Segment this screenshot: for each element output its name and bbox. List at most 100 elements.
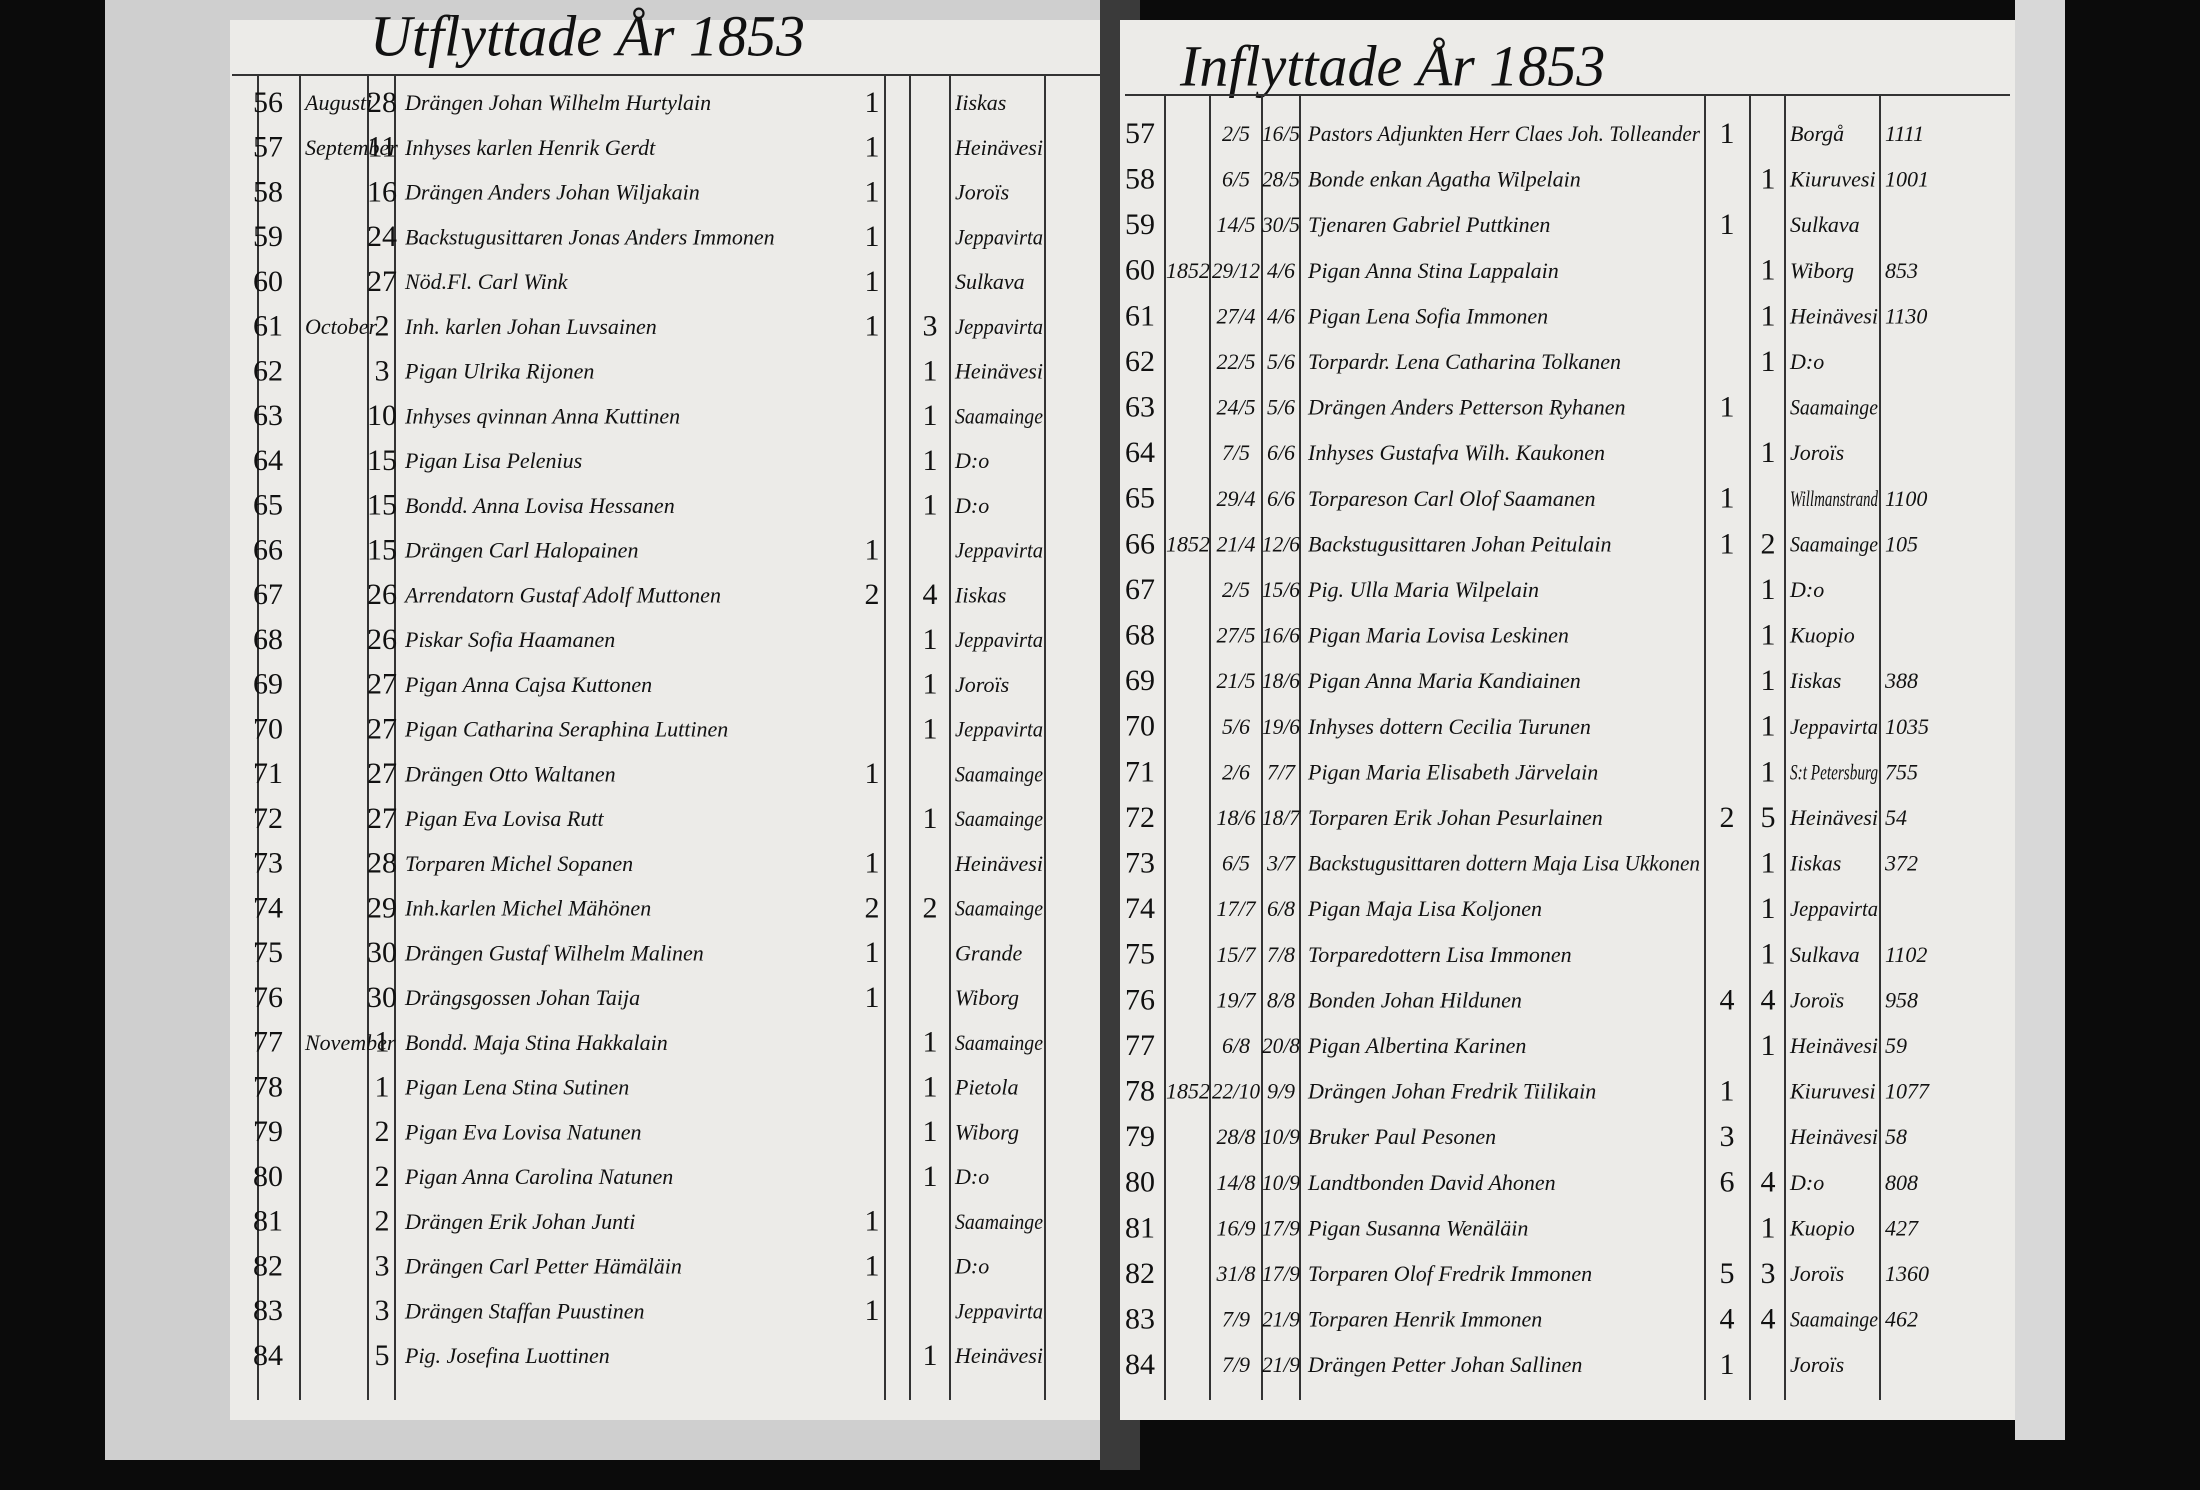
count-women: 5 [1761, 801, 1776, 834]
date: 19/7 [1216, 987, 1256, 1012]
count-men: 1 [865, 175, 880, 208]
reference-number: 1035 [1885, 714, 1929, 739]
row-number: 60 [1125, 254, 1155, 287]
count-women: 1 [923, 1070, 938, 1103]
row-number: 83 [1125, 1302, 1155, 1335]
date: 29/4 [1216, 486, 1255, 511]
person-name: Pigan Lisa Pelenius [404, 448, 582, 473]
row-number: 64 [1125, 436, 1155, 469]
parish: Saamainge [955, 1030, 1043, 1055]
parish: Heinävesi [954, 851, 1043, 876]
person-name: Bonde enkan Agatha Wilpelain [1308, 167, 1581, 192]
person-name: Drängen Carl Petter Hämäläin [404, 1254, 682, 1279]
year: 1852 [1166, 531, 1210, 556]
day: 16/5 [1262, 121, 1300, 146]
person-name: Tjenaren Gabriel Puttkinen [1308, 212, 1550, 237]
reference-number: 105 [1885, 531, 1918, 556]
row-number: 67 [1125, 573, 1155, 606]
row-number: 66 [1125, 527, 1155, 560]
count-men: 1 [1720, 1074, 1735, 1107]
person-name: Landtbonden David Ahonen [1307, 1170, 1556, 1195]
person-name: Pigan Anna Maria Kandiainen [1307, 668, 1581, 693]
parish: Jeppavirta [1790, 714, 1878, 739]
person-name: Drängen Anders Johan Wiljakain [404, 180, 700, 205]
parish: Saamainge [955, 1209, 1043, 1234]
row-number: 59 [253, 220, 283, 253]
person-name: Drängen Staffan Puustinen [404, 1298, 645, 1323]
person-name: Pig. Ulla Maria Wilpelain [1307, 577, 1539, 602]
person-name: Drängen Anders Petterson Ryhanen [1307, 395, 1626, 420]
person-name: Torpardr. Lena Catharina Tolkanen [1308, 349, 1621, 374]
day: 24 [367, 220, 397, 253]
parish: Heinävesi [1789, 303, 1878, 328]
person-name: Drängen Petter Johan Sallinen [1307, 1352, 1582, 1377]
row-number: 73 [253, 847, 283, 880]
date: 14/8 [1216, 1170, 1255, 1195]
day: 15/6 [1262, 577, 1300, 602]
count-men: 1 [865, 310, 880, 343]
person-name: Backstugusittaren Jonas Anders Immonen [405, 224, 775, 249]
row-number: 75 [1125, 938, 1155, 971]
parish: Sulkava [1790, 212, 1860, 237]
count-men: 1 [1720, 527, 1735, 560]
day: 30 [367, 981, 397, 1014]
year: 1852 [1166, 1079, 1210, 1104]
count-men: 1 [865, 1205, 880, 1238]
day: 2 [375, 1115, 390, 1148]
row-number: 65 [253, 489, 283, 522]
day: 27 [367, 265, 397, 298]
person-name: Inhyses qvinnan Anna Kuttinen [404, 403, 680, 428]
parish: Kiuruvesi [1789, 167, 1876, 192]
date: 22/10 [1212, 1079, 1260, 1104]
reference-number: 1102 [1885, 942, 1927, 967]
row-number: 71 [1125, 755, 1155, 788]
row-number: 71 [253, 757, 283, 790]
row-number: 62 [253, 354, 283, 387]
day: 15 [367, 533, 397, 566]
date: 29/12 [1212, 258, 1260, 283]
count-women: 1 [923, 1339, 938, 1372]
count-women: 1 [1761, 162, 1776, 195]
person-name: Bruker Paul Pesonen [1308, 1124, 1496, 1149]
parish: Saamainge [955, 806, 1043, 831]
count-women: 2 [1761, 527, 1776, 560]
person-name: Pigan Anna Stina Lappalain [1307, 258, 1559, 283]
count-women: 3 [923, 310, 938, 343]
day: 17/9 [1262, 1261, 1300, 1286]
parish: Grande [955, 940, 1022, 965]
right-page-edge [2015, 0, 2065, 1440]
ruling [232, 74, 2010, 1400]
count-women: 4 [1761, 983, 1776, 1016]
person-name: Inhyses dottern Cecilia Turunen [1307, 714, 1591, 739]
row-number: 76 [253, 981, 283, 1014]
day: 3 [375, 1249, 390, 1282]
row-number: 63 [1125, 390, 1155, 423]
row-number: 68 [1125, 618, 1155, 651]
left-page [230, 20, 1110, 1420]
count-women: 1 [1761, 299, 1776, 332]
person-name: Inh.karlen Michel Mähönen [404, 896, 651, 921]
row-number: 79 [1125, 1120, 1155, 1153]
row-number: 84 [1125, 1348, 1155, 1381]
row-number: 76 [1125, 983, 1155, 1016]
day: 19/6 [1262, 714, 1300, 739]
person-name: Pastors Adjunkten Herr Claes Joh. Tollea… [1307, 121, 1700, 146]
row-number: 61 [253, 310, 283, 343]
parish: Heinävesi [954, 1343, 1043, 1368]
row-number: 79 [253, 1115, 283, 1148]
parish: Heinävesi [954, 135, 1043, 160]
row-number: 84 [253, 1339, 283, 1372]
count-men: 1 [865, 1249, 880, 1282]
parish: Jeppavirta [955, 717, 1043, 742]
row-number: 74 [1125, 892, 1155, 925]
count-women: 1 [923, 623, 938, 656]
parish: Saamainge [1790, 531, 1878, 556]
count-women: 1 [1761, 1029, 1776, 1062]
date: 27/5 [1216, 623, 1255, 648]
parish: Jeppavirta [955, 314, 1043, 339]
count-women: 1 [923, 712, 938, 745]
day: 11 [368, 131, 397, 164]
person-name: Backstugusittaren Johan Peitulain [1308, 531, 1611, 556]
day: 4/6 [1267, 303, 1295, 328]
